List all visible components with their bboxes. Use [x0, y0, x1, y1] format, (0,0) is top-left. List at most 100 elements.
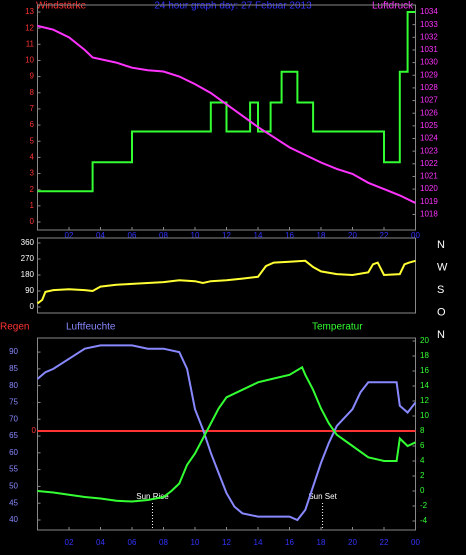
x-tick-label: 12 [222, 231, 231, 240]
y2-tick-label: 1027 [420, 96, 438, 105]
y2-tick-label: 1032 [420, 32, 438, 41]
y2-tick-label: 1023 [420, 146, 438, 155]
x-tick-label: 04 [96, 538, 105, 547]
series-line [37, 11, 416, 193]
y-tick-label: 5 [30, 136, 35, 145]
y-tick-label: 50 [9, 482, 18, 491]
y-tick-label: 6 [30, 120, 35, 129]
y2-tick-label: 6 [420, 441, 425, 450]
x-tick-label: 10 [191, 538, 200, 547]
x-tick-label: 18 [317, 231, 326, 240]
x-tick-label: 14 [254, 538, 263, 547]
y2-tick-label: 1019 [420, 197, 438, 206]
y2-tick-label: 1030 [420, 58, 438, 67]
series-line [37, 24, 416, 204]
y-tick-label: 8 [30, 88, 35, 97]
y2-tick-label: -2 [420, 501, 428, 510]
x-tick-label: 06 [128, 231, 137, 240]
y2-tick-label: 1018 [420, 210, 438, 219]
x-tick-label: 04 [96, 231, 105, 240]
y2-tick-label: 1022 [420, 159, 438, 168]
y2-tick-label: W [437, 261, 448, 273]
y2-tick-label: 0 [420, 486, 425, 495]
y2-tick-label: 8 [420, 426, 425, 435]
y2-tick-label: 1026 [420, 108, 438, 117]
x-tick-label: 00 [411, 231, 420, 240]
y-tick-label: 13 [25, 7, 34, 16]
x-tick-label: 22 [380, 538, 389, 547]
y-tick-label: 10 [25, 56, 34, 65]
x-tick-label: 16 [285, 231, 294, 240]
x-tick-label: 10 [191, 231, 200, 240]
y2-tick-label: 1025 [420, 121, 438, 130]
y-tick-label: 3 [30, 169, 35, 178]
y2-tick-label: 2 [420, 471, 425, 480]
y2-tick-label: 1024 [420, 134, 438, 143]
y2-tick-label: 1021 [420, 172, 438, 181]
y-tick-label: 1 [30, 201, 35, 210]
y-tick-label: 90 [25, 286, 34, 295]
legend-wind: Windstärke [36, 1, 86, 12]
y2-tick-label: N [437, 239, 445, 251]
annotation: Sun Rise [136, 492, 169, 501]
y2-tick-label: 12 [420, 396, 429, 405]
y2-tick-label: O [437, 306, 446, 318]
y-tick-label: 4 [30, 152, 35, 161]
y2-tick-label: 14 [420, 381, 429, 390]
y2-tick-label: 4 [420, 456, 425, 465]
x-tick-label: 08 [159, 538, 168, 547]
y-tick-label: 12 [25, 23, 34, 32]
y2-tick-label: 1034 [420, 7, 438, 16]
y2-tick-label: 16 [420, 366, 429, 375]
y-tick-label: 80 [9, 381, 18, 390]
y-tick-label: 0 [30, 302, 35, 311]
y2-tick-label: S [437, 284, 444, 296]
x-tick-label: 20 [348, 231, 357, 240]
chart-title: 24 hour graph day: 27 Febuar 2013 [154, 1, 312, 12]
x-tick-label: 02 [65, 231, 74, 240]
y-tick-label: 55 [9, 465, 18, 474]
y-tick-label: 9 [30, 72, 35, 81]
y2-tick-label: 1033 [420, 20, 438, 29]
x-tick-label: 22 [380, 231, 389, 240]
y-tick-label: 11 [26, 39, 35, 48]
y2-tick-label: 1028 [420, 83, 438, 92]
y-tick-label: 2 [30, 185, 35, 194]
x-tick-label: 14 [254, 231, 263, 240]
y-tick-label: 75 [9, 398, 18, 407]
y-tick-label: 270 [21, 254, 35, 263]
y-tick-label: 45 [9, 498, 18, 507]
y2-tick-label: 20 [420, 336, 429, 345]
y2-tick-label: 1020 [420, 184, 438, 193]
y-tick-label: 7 [30, 104, 35, 113]
x-tick-label: 06 [128, 538, 137, 547]
y2-tick-label: -4 [420, 516, 428, 525]
x-tick-label: 18 [317, 538, 326, 547]
series-line [37, 365, 416, 503]
x-tick-label: 08 [159, 231, 168, 240]
y2-tick-label: 10 [420, 411, 429, 420]
legend-temperature: Temperatur [312, 322, 363, 333]
y2-tick-label: N [437, 329, 445, 341]
x-tick-label: 16 [285, 538, 294, 547]
x-tick-label: 00 [411, 538, 420, 547]
legend-humidity: Luftfeuchte [66, 322, 116, 333]
y-tick-label: 90 [9, 347, 18, 356]
legend-rain: Regen [0, 322, 29, 333]
y-tick-label: 180 [21, 270, 35, 279]
y-tick-label: 0 [30, 217, 35, 226]
annotation: Sun Set [308, 492, 337, 501]
y-tick-label: 40 [9, 515, 18, 524]
y3-tick-label: 0 [32, 426, 37, 435]
x-tick-label: 02 [65, 538, 74, 547]
y-tick-label: 60 [9, 448, 18, 457]
x-tick-label: 12 [222, 538, 231, 547]
y-tick-label: 85 [9, 364, 18, 373]
y2-tick-label: 1031 [420, 45, 438, 54]
y-tick-label: 65 [9, 431, 18, 440]
y-tick-label: 360 [21, 238, 35, 247]
y2-tick-label: 18 [420, 351, 429, 360]
legend-pressure: Luftdruck [372, 1, 414, 12]
